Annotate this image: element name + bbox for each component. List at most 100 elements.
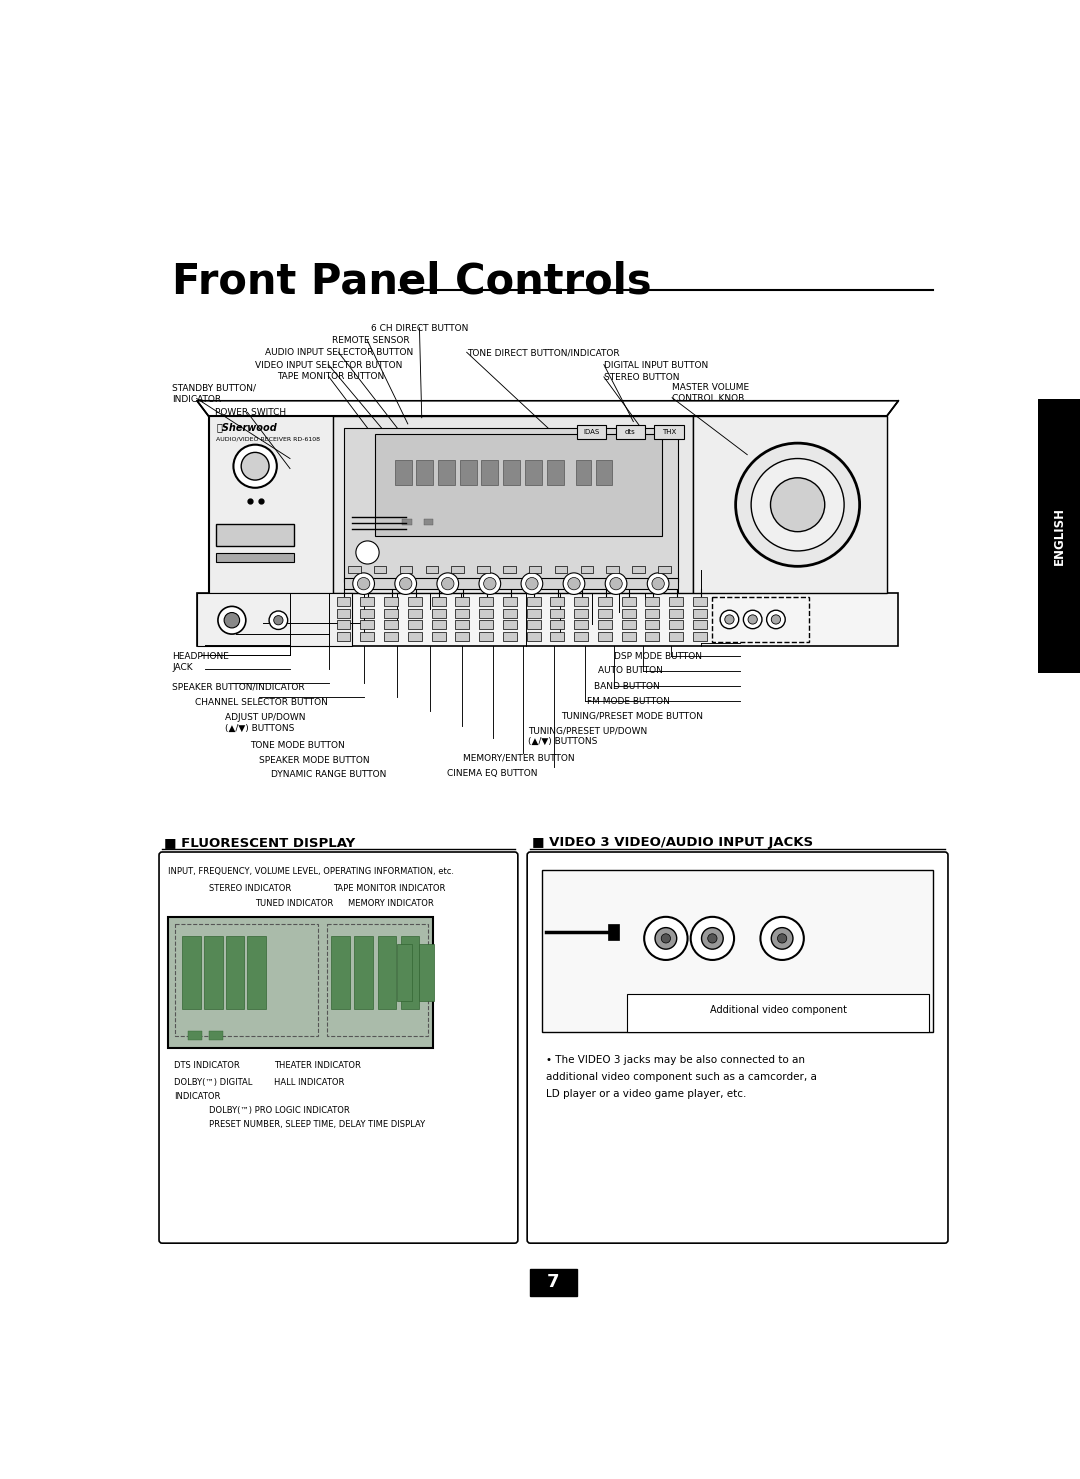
Bar bbox=[598, 598, 612, 606]
Circle shape bbox=[353, 572, 375, 595]
Bar bbox=[598, 620, 612, 630]
Bar bbox=[503, 632, 517, 640]
Bar bbox=[654, 426, 684, 439]
Bar bbox=[527, 609, 541, 618]
Circle shape bbox=[656, 927, 677, 950]
Text: POWER SWITCH: POWER SWITCH bbox=[215, 408, 286, 417]
Bar bbox=[374, 565, 387, 574]
Bar bbox=[607, 565, 619, 574]
Bar bbox=[451, 565, 463, 574]
Bar bbox=[530, 1269, 577, 1296]
Text: TAPE MONITOR BUTTON: TAPE MONITOR BUTTON bbox=[276, 373, 384, 382]
Bar bbox=[460, 460, 476, 485]
Bar bbox=[208, 416, 887, 593]
Bar bbox=[503, 598, 517, 606]
Circle shape bbox=[273, 615, 283, 624]
Bar bbox=[598, 632, 612, 640]
Bar bbox=[693, 609, 707, 618]
Bar bbox=[188, 1031, 202, 1040]
Circle shape bbox=[661, 933, 671, 944]
Circle shape bbox=[442, 577, 454, 590]
Text: OUT: OUT bbox=[554, 1006, 572, 1015]
Bar bbox=[394, 460, 411, 485]
Circle shape bbox=[605, 572, 626, 595]
Bar bbox=[401, 936, 419, 1009]
Circle shape bbox=[563, 572, 585, 595]
Bar bbox=[480, 598, 494, 606]
Bar bbox=[546, 460, 564, 485]
Bar bbox=[622, 632, 636, 640]
Text: TUNING/PRESET UP/DOWN: TUNING/PRESET UP/DOWN bbox=[528, 726, 647, 735]
Bar bbox=[581, 565, 593, 574]
Bar bbox=[670, 620, 684, 630]
Bar bbox=[693, 598, 707, 606]
Bar bbox=[210, 1031, 224, 1040]
Bar bbox=[348, 565, 361, 574]
Circle shape bbox=[691, 917, 734, 960]
Bar bbox=[646, 598, 660, 606]
Text: (▲/▼) BUTTONS: (▲/▼) BUTTONS bbox=[225, 725, 294, 734]
Bar bbox=[576, 460, 592, 485]
Text: additional video component such as a camcorder, a: additional video component such as a cam… bbox=[545, 1072, 816, 1083]
Circle shape bbox=[400, 577, 411, 590]
Bar bbox=[408, 609, 422, 618]
Text: AUDIO/VIDEO RECEIVER RD-6108: AUDIO/VIDEO RECEIVER RD-6108 bbox=[216, 436, 321, 442]
Circle shape bbox=[526, 577, 538, 590]
Bar bbox=[575, 620, 589, 630]
Bar bbox=[575, 598, 589, 606]
Bar bbox=[432, 632, 446, 640]
Text: ENGLISH: ENGLISH bbox=[1052, 507, 1066, 565]
Bar bbox=[408, 632, 422, 640]
Text: MEMORY INDICATOR: MEMORY INDICATOR bbox=[348, 899, 434, 908]
Bar bbox=[375, 433, 662, 535]
Bar bbox=[408, 620, 422, 630]
Text: DOLBY(™) PRO LOGIC INDICATOR: DOLBY(™) PRO LOGIC INDICATOR bbox=[208, 1106, 349, 1115]
Bar bbox=[575, 632, 589, 640]
Text: CHANNEL SELECTOR BUTTON: CHANNEL SELECTOR BUTTON bbox=[195, 698, 328, 707]
Bar bbox=[197, 593, 899, 646]
Text: CINEMA EQ BUTTON: CINEMA EQ BUTTON bbox=[447, 769, 538, 778]
Bar bbox=[216, 553, 294, 562]
Bar bbox=[542, 871, 933, 1032]
Bar bbox=[438, 460, 455, 485]
Bar bbox=[693, 632, 707, 640]
Bar bbox=[646, 620, 660, 630]
Circle shape bbox=[241, 453, 269, 481]
Bar bbox=[646, 609, 660, 618]
Bar bbox=[480, 620, 494, 630]
Bar bbox=[361, 598, 374, 606]
Bar bbox=[627, 994, 930, 1032]
Text: SPEAKER MODE BUTTON: SPEAKER MODE BUTTON bbox=[259, 756, 369, 765]
Bar bbox=[632, 565, 645, 574]
Bar bbox=[456, 632, 470, 640]
Bar bbox=[337, 598, 350, 606]
Bar bbox=[616, 426, 645, 439]
Bar bbox=[456, 598, 470, 606]
Bar bbox=[622, 598, 636, 606]
Bar bbox=[432, 620, 446, 630]
Text: DOLBY(™) DIGITAL: DOLBY(™) DIGITAL bbox=[174, 1078, 252, 1087]
Text: 7: 7 bbox=[548, 1273, 559, 1291]
Bar bbox=[658, 565, 671, 574]
Circle shape bbox=[218, 606, 246, 634]
Text: AUTO BUTTON: AUTO BUTTON bbox=[598, 667, 663, 676]
Circle shape bbox=[771, 615, 781, 624]
Circle shape bbox=[233, 445, 276, 488]
Bar bbox=[432, 609, 446, 618]
Text: TONE MODE BUTTON: TONE MODE BUTTON bbox=[249, 741, 345, 750]
Bar bbox=[527, 632, 541, 640]
Bar bbox=[337, 609, 350, 618]
Bar bbox=[622, 609, 636, 618]
Bar bbox=[175, 924, 318, 1035]
Circle shape bbox=[395, 572, 417, 595]
Circle shape bbox=[767, 611, 785, 629]
Text: THEATER INDICATOR: THEATER INDICATOR bbox=[274, 1062, 362, 1071]
Text: Additional video component: Additional video component bbox=[710, 1006, 847, 1015]
Text: IDAS: IDAS bbox=[583, 429, 599, 435]
Text: STEREO INDICATOR: STEREO INDICATOR bbox=[208, 884, 291, 893]
Bar bbox=[183, 936, 201, 1009]
Circle shape bbox=[771, 927, 793, 950]
Bar bbox=[204, 936, 222, 1009]
Circle shape bbox=[778, 933, 786, 944]
Bar bbox=[480, 609, 494, 618]
